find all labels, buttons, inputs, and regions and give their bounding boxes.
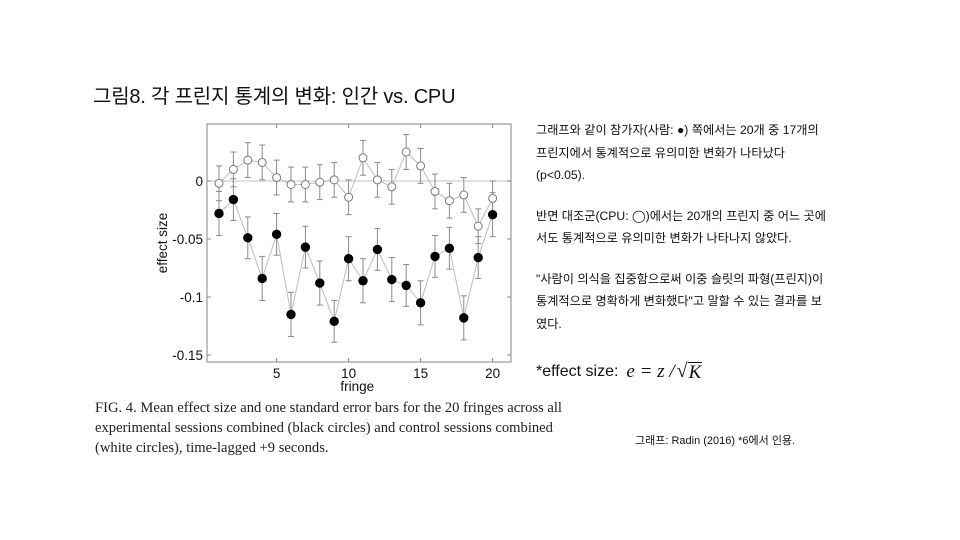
note-human-result: 그래프와 같이 참가자(사람: ●) 쪽에서는 20개 중 17개의 프린지에서… [536, 123, 819, 182]
x-tick-label: 15 [413, 366, 428, 381]
filled-circle-marker-icon [444, 243, 455, 253]
open-circle-marker-icon [315, 177, 325, 187]
formula-radicand: K [687, 362, 703, 383]
radical-icon: √ [676, 360, 688, 382]
open-circle-marker-icon [272, 173, 282, 183]
filled-circle-marker-icon [372, 244, 383, 255]
formula-lhs: e = z / [626, 360, 675, 382]
y-tick-label: -0.15 [172, 348, 203, 363]
filled-circle-marker-icon [415, 298, 426, 308]
open-circle-marker-icon [430, 186, 440, 196]
x-tick-label: 5 [273, 366, 281, 381]
filled-circle-marker-icon [473, 252, 483, 263]
open-circle-marker-icon [401, 147, 411, 157]
effect-size-chart: 0 -0.05 -0.1 -0.15 5 10 15 20 fringe effect size [140, 115, 530, 400]
open-circle-marker-icon [444, 196, 454, 206]
filled-circle-marker-icon [401, 280, 411, 291]
open-circle-marker-icon [459, 190, 469, 200]
open-circle-marker-icon [488, 193, 498, 203]
explanation-notes: 그래프와 같이 참가자(사람: ●) 쪽에서는 20개 중 17개의 프린지에서… [536, 119, 826, 353]
note-control-result: 반면 대조군(CPU: ◯)에서는 20개의 프린지 중 어느 곳에서도 통계적… [536, 208, 826, 246]
chart-canvas: 0 -0.05 -0.1 -0.15 5 10 15 20 fringe effect size [155, 123, 512, 394]
open-circle-marker-icon [344, 192, 354, 202]
filled-circle-marker-icon [228, 194, 239, 205]
filled-circle-marker-icon [243, 233, 253, 243]
plot-frame [206, 123, 512, 363]
open-circle-marker-icon [243, 155, 253, 165]
filled-circle-marker-icon [430, 251, 440, 262]
x-axis-label: fringe [340, 379, 374, 394]
y-tick-label: -0.1 [180, 290, 203, 305]
open-circle-marker-icon [228, 164, 238, 174]
effect-size-definition: *effect size: e = z / √ K [536, 360, 703, 383]
filled-circle-marker-icon [487, 209, 498, 220]
source-citation: 그래프: Radin (2016) *6에서 인용. [635, 435, 796, 447]
x-tick-label: 10 [341, 366, 356, 381]
open-circle-marker-icon [300, 179, 310, 189]
x-tick-label: 20 [485, 366, 500, 381]
filled-circle-marker-icon [286, 309, 296, 320]
open-circle-marker-icon [286, 179, 296, 189]
open-circle-marker-icon [329, 175, 339, 185]
filled-circle-marker-icon [300, 242, 311, 252]
sqrt-symbol: √ K [677, 360, 703, 383]
effect-size-formula: e = z / √ K [626, 360, 703, 383]
filled-circle-marker-icon [315, 278, 325, 288]
open-circle-marker-icon [214, 178, 224, 188]
open-circle-marker-icon [372, 175, 382, 185]
filled-circle-marker-icon [358, 276, 368, 286]
figure-caption: FIG. 4. Mean effect size and one standar… [95, 400, 562, 456]
filled-circle-marker-icon [459, 313, 469, 323]
filled-circle-marker-icon [387, 274, 397, 285]
filled-circle-marker-icon [257, 273, 267, 284]
filled-circle-marker-icon [343, 254, 354, 264]
filled-circle-marker-icon [329, 316, 339, 327]
open-circle-marker-icon [358, 153, 368, 163]
slide-title: 그림8. 각 프린지 통계의 변화: 인간 vs. CPU [93, 86, 456, 108]
effect-size-label: *effect size: [536, 362, 619, 380]
open-circle-marker-icon [257, 157, 267, 167]
y-tick-label: 0 [195, 174, 203, 189]
y-axis-label: effect size [155, 213, 170, 274]
open-circle-marker-icon [473, 221, 483, 231]
filled-circle-marker-icon [271, 229, 282, 240]
y-tick-label: -0.05 [172, 232, 203, 247]
open-circle-marker-icon [416, 161, 426, 171]
open-circle-marker-icon [387, 182, 397, 192]
note-conclusion: "사람이 의식을 집중함으로써 이중 슬릿의 파형(프린지)이 통계적으로 명확… [536, 271, 824, 331]
filled-circle-marker-icon [214, 208, 224, 219]
